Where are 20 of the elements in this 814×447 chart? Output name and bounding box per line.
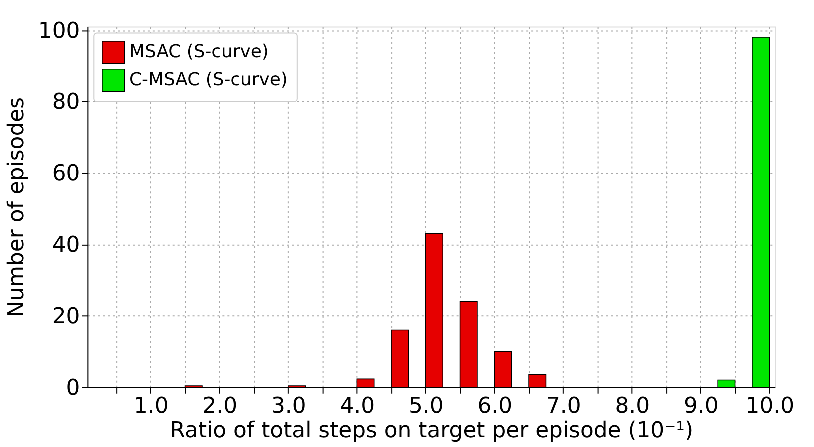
legend-label: C-MSAC (S-curve): [130, 70, 288, 91]
x-tick-label: 1.0: [134, 394, 169, 419]
y-tick-label: 40: [52, 233, 80, 258]
x-tick-label: 5.0: [408, 394, 444, 419]
x-tick-label: 9.0: [684, 394, 719, 419]
x-tick-label: 2.0: [202, 394, 238, 419]
x-tick-label: 6.0: [478, 394, 513, 419]
y-axis-title: Number of episodes: [4, 97, 30, 318]
x-tick-label: 8.0: [615, 394, 650, 419]
y-tick-label: 80: [52, 90, 80, 116]
x-tick-label: 3.0: [271, 394, 306, 419]
y-tick-label: 0: [66, 376, 80, 401]
x-tick-label: 4.0: [340, 394, 376, 419]
x-axis-title: Ratio of total steps on target per episode (10⁻¹): [170, 418, 694, 444]
y-tick-label: 100: [38, 18, 80, 44]
x-tick-label: 7.0: [546, 394, 582, 419]
y-tick-label: 20: [52, 304, 80, 330]
legend-label: MSAC (S-curve): [130, 42, 269, 63]
x-tick-label: 10.0: [746, 394, 795, 419]
y-tick-label: 60: [52, 162, 80, 187]
